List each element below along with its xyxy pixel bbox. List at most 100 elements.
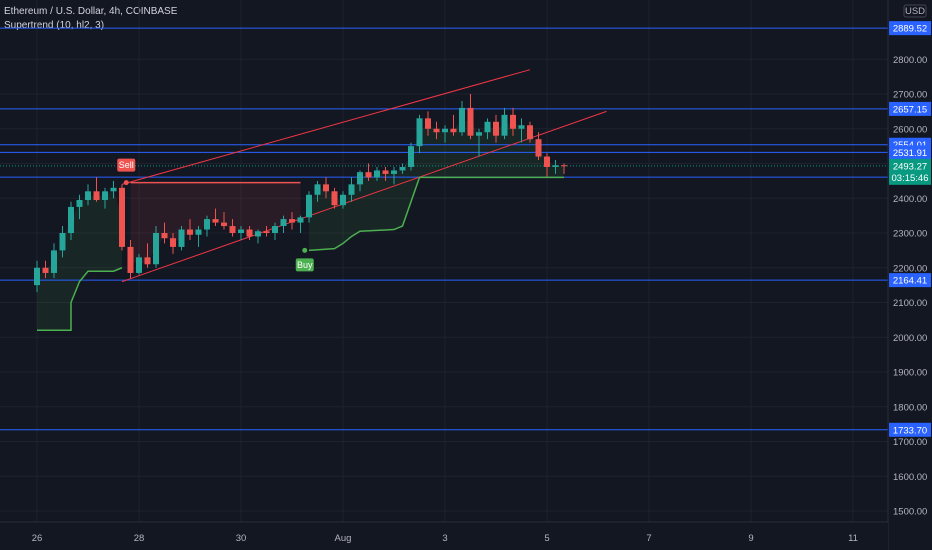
symbol-title[interactable]: Ethereum / U.S. Dollar, 4h, COINBASE (4, 6, 178, 17)
candle-body (476, 132, 482, 136)
candle-body (467, 107, 474, 136)
candle-body (510, 114, 516, 129)
signals: Sell Buy (117, 158, 314, 272)
candle-body (450, 128, 457, 133)
level-price-badge (889, 101, 931, 116)
candle (518, 118, 525, 143)
candle-body (331, 191, 338, 206)
level-price-badge (889, 21, 931, 36)
candle-body (501, 114, 508, 136)
supertrend-fill-area (130, 182, 301, 266)
trendlines[interactable] (121, 69, 607, 283)
candle (85, 184, 91, 206)
candle (170, 233, 176, 254)
candle-body (170, 238, 176, 247)
candle-body (518, 125, 525, 129)
candle-body (552, 165, 559, 167)
candle (263, 226, 270, 237)
candle-body (408, 146, 414, 167)
candle-body (306, 194, 312, 218)
candle (161, 222, 168, 244)
candle (306, 191, 312, 223)
price-axis[interactable]: 1500.00 1600.00 1700.00 1800.00 1900.00 2000.… (893, 55, 927, 518)
candle (459, 100, 465, 136)
price-tick-label: 2400.00 (893, 194, 927, 205)
signal-badge (295, 258, 314, 272)
candle (323, 177, 329, 199)
candle-body (484, 121, 491, 133)
candle-body (76, 199, 83, 207)
candle-body (204, 219, 210, 230)
candle (34, 260, 40, 293)
candle (212, 208, 219, 227)
candle (391, 166, 397, 185)
candle (204, 215, 210, 237)
candle (357, 170, 363, 192)
price-tick-label: 1500.00 (893, 507, 927, 518)
candle (408, 142, 414, 171)
candle (255, 229, 261, 244)
price-tick-label: 2000.00 (893, 333, 927, 344)
candle-body (459, 107, 465, 133)
candle-body (221, 222, 227, 227)
candle-body (59, 233, 66, 251)
candle-body (297, 217, 304, 223)
candle-body (272, 226, 278, 233)
candle (399, 163, 406, 174)
candle (59, 226, 66, 258)
candle (297, 215, 304, 233)
candle (195, 226, 202, 247)
candle (501, 107, 508, 140)
candles[interactable] (34, 94, 567, 293)
level-price-text: 2657.15 (893, 104, 927, 115)
candle-body (195, 229, 202, 235)
candle (433, 121, 440, 140)
candle-body (238, 229, 244, 233)
candle-body (144, 257, 151, 265)
level-price-text: 2889.52 (893, 24, 927, 35)
candle-body (535, 139, 542, 157)
indicator-label[interactable]: Supertrend (10, hl2, 3) (4, 20, 105, 31)
candle-body (374, 170, 380, 178)
candle (510, 107, 516, 136)
candle (561, 163, 567, 174)
trendline (121, 69, 531, 185)
candle (127, 239, 134, 279)
price-tick-label: 1900.00 (893, 368, 927, 379)
candle (348, 177, 355, 202)
time-tick-label: 28 (134, 533, 145, 544)
candle-body (391, 170, 397, 174)
candle-body (255, 231, 261, 237)
candle-body (544, 156, 550, 167)
time-tick-label: Aug (335, 533, 352, 544)
candle (314, 180, 321, 202)
candle (272, 222, 278, 240)
price-tick-label: 2200.00 (893, 263, 927, 274)
candle (110, 180, 117, 199)
candle-body (187, 229, 193, 235)
candle-body (246, 229, 253, 237)
candle (552, 160, 559, 174)
candle-body (102, 191, 108, 200)
supertrend-line (37, 176, 564, 332)
candle-body (136, 257, 142, 273)
time-axis[interactable]: 26 28 30 Aug 3 5 7 9 11 (32, 533, 858, 544)
level-price-text: 1733.70 (893, 425, 927, 436)
candle (42, 260, 49, 279)
candle-body (433, 128, 440, 133)
level-price-badge (889, 273, 931, 288)
price-tick-label: 1700.00 (893, 437, 927, 448)
candle (187, 219, 193, 240)
level-price-badge (889, 422, 931, 437)
signal-dot (302, 247, 308, 253)
price-tick-label: 1600.00 (893, 472, 927, 483)
candle (119, 184, 125, 251)
currency-label: USD (905, 6, 925, 17)
candle (535, 132, 542, 161)
candle (340, 191, 346, 209)
candle-body (527, 125, 533, 140)
currency-badge[interactable] (903, 4, 927, 18)
candle-body (289, 219, 295, 223)
candle-body (493, 121, 499, 136)
